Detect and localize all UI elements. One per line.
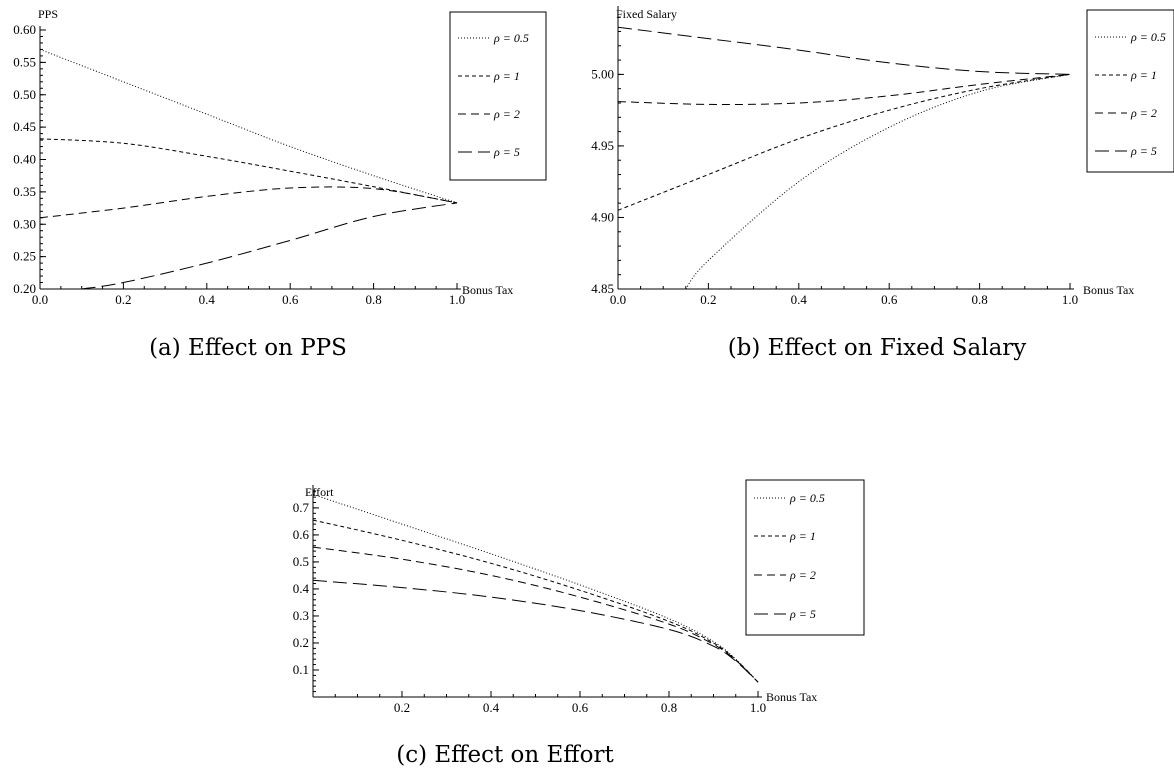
- y-tick-label: 0.20: [13, 281, 36, 296]
- legend-entry: ρ = 0.5: [1130, 30, 1166, 44]
- y-axis-label: Effort: [305, 485, 334, 499]
- series-line-rho-1: [312, 519, 759, 683]
- series-line-rho-3: [617, 26, 1071, 75]
- x-axis-label: Bonus Tax: [766, 690, 817, 704]
- series-line-rho-0: [312, 493, 759, 683]
- y-tick-label: 0.35: [13, 184, 36, 199]
- y-tick-label: 0.1: [293, 662, 309, 677]
- x-tick-label: 1.0: [449, 292, 465, 307]
- x-tick-label: 0.2: [115, 292, 131, 307]
- x-tick-label: 1.0: [750, 700, 766, 715]
- legend-entry: ρ = 1: [493, 69, 520, 83]
- legend-entry: ρ = 0.5: [789, 491, 825, 505]
- chart-panel-1: 0.0 0.2 0.4 0.6 0.8 1.0 4.85 4.90 4.95 5.00 Fixed …: [591, 6, 1174, 361]
- chart-panel-0: 0.0 0.2 0.4 0.6 0.8 1.0 0.20 0.25 0.30 0.35 0.40 0.…: [13, 7, 547, 361]
- x-tick-label: 0.6: [282, 292, 299, 307]
- legend-entry: ρ = 0.5: [493, 31, 529, 45]
- x-tick-label: 0.8: [661, 700, 677, 715]
- y-axis-label: PPS: [38, 7, 58, 21]
- y-tick-label: 0.6: [293, 527, 310, 542]
- legend-box: [745, 479, 865, 636]
- x-tick-label: 0.6: [881, 292, 898, 307]
- series-line-rho-0: [39, 48, 458, 204]
- y-tick-label: 0.40: [13, 152, 36, 167]
- x-tick-label: 0.8: [365, 292, 381, 307]
- x-tick-label: 0.4: [483, 700, 500, 715]
- y-tick-label: 0.55: [13, 54, 36, 69]
- legend-entry: ρ = 2: [789, 568, 816, 582]
- y-tick-label: 0.4: [293, 581, 310, 596]
- x-tick-label: 0.8: [971, 292, 987, 307]
- x-tick-label: 0.0: [32, 292, 48, 307]
- series-line-rho-0: [685, 73, 1071, 290]
- chart-caption: (a) Effect on PPS: [149, 335, 347, 361]
- legend-entry: ρ = 5: [1130, 144, 1157, 158]
- chart-caption: (b) Effect on Fixed Salary: [728, 335, 1027, 361]
- y-axis-label: Fixed Salary: [616, 7, 677, 21]
- legend-entry: ρ = 5: [493, 145, 520, 159]
- legend-entry: ρ = 1: [789, 529, 816, 543]
- y-tick-label: 0.3: [293, 608, 309, 623]
- y-tick-label: 5.00: [591, 66, 614, 81]
- series-line-rho-2: [617, 73, 1071, 106]
- series-line-rho-1: [617, 73, 1071, 211]
- x-tick-label: 1.0: [1062, 292, 1078, 307]
- x-axis-label: Bonus Tax: [462, 283, 513, 297]
- y-tick-label: 0.60: [13, 22, 36, 37]
- y-tick-label: 0.7: [293, 500, 310, 515]
- chart-caption: (c) Effect on Effort: [396, 742, 614, 768]
- series-line-rho-3: [312, 579, 759, 683]
- y-tick-label: 0.25: [13, 249, 36, 264]
- chart-panel-2: 0.2 0.4 0.6 0.8 1.0 0.1 0.2 0.3 0.4 0.5 0.6 0.7Effo…: [293, 479, 865, 768]
- y-tick-label: 0.45: [13, 119, 36, 134]
- x-tick-label: 0.2: [394, 700, 410, 715]
- series-line-rho-2: [39, 186, 458, 219]
- y-tick-label: 4.85: [591, 281, 614, 296]
- x-tick-label: 0.0: [610, 292, 626, 307]
- y-tick-label: 4.90: [591, 209, 614, 224]
- x-tick-label: 0.6: [572, 700, 589, 715]
- y-tick-label: 0.2: [293, 635, 309, 650]
- legend: ρ = 0.5 ρ = 1 ρ = 2 ρ = 5: [449, 11, 547, 181]
- legend-entry: ρ = 2: [1130, 106, 1157, 120]
- series-line-rho-1: [39, 138, 458, 204]
- y-tick-label: 0.5: [293, 554, 309, 569]
- y-tick-label: 0.50: [13, 87, 36, 102]
- x-tick-label: 0.4: [199, 292, 216, 307]
- y-tick-label: 4.95: [591, 138, 614, 153]
- legend: ρ = 0.5 ρ = 1 ρ = 2 ρ = 5: [745, 479, 865, 636]
- legend-entry: ρ = 2: [493, 107, 520, 121]
- series-line-rho-3: [81, 202, 458, 290]
- legend-entry: ρ = 5: [789, 607, 816, 621]
- y-tick-label: 0.30: [13, 216, 36, 231]
- legend-entry: ρ = 1: [1130, 68, 1157, 82]
- x-axis-label: Bonus Tax: [1083, 283, 1134, 297]
- legend: ρ = 0.5 ρ = 1 ρ = 2 ρ = 5: [1086, 9, 1174, 173]
- series-line-rho-2: [312, 546, 759, 683]
- x-tick-label: 0.4: [791, 292, 808, 307]
- x-tick-label: 0.2: [700, 292, 716, 307]
